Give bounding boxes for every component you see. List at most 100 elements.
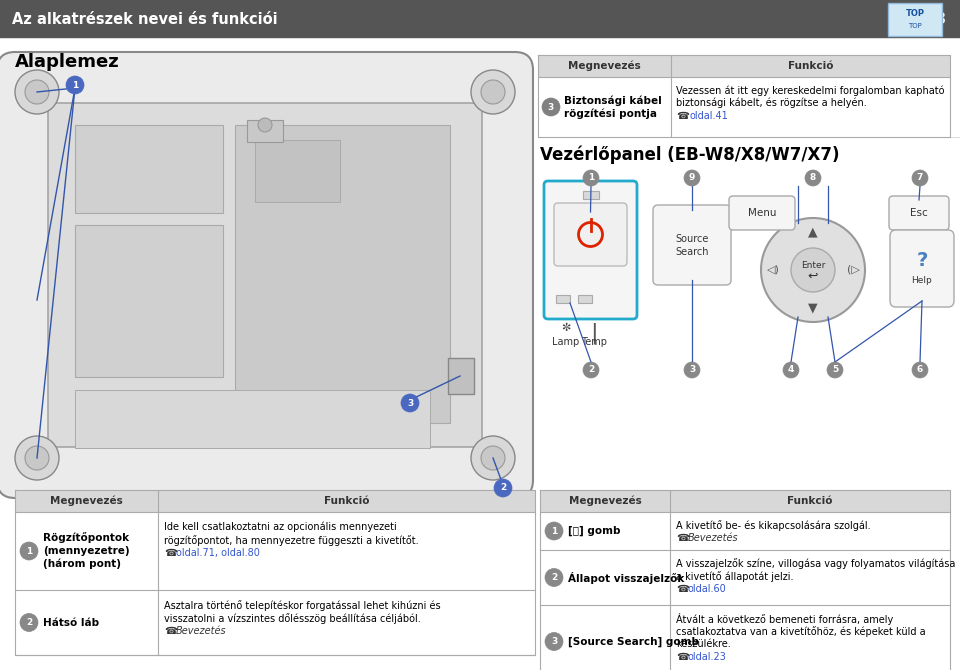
Text: Bevezetés: Bevezetés bbox=[688, 533, 738, 543]
Circle shape bbox=[545, 522, 563, 540]
Circle shape bbox=[15, 70, 59, 114]
Text: (▷: (▷ bbox=[847, 265, 859, 275]
Text: Temp: Temp bbox=[581, 337, 607, 347]
Circle shape bbox=[542, 98, 560, 116]
Text: ?: ? bbox=[916, 251, 927, 270]
Text: 1: 1 bbox=[26, 547, 32, 555]
Circle shape bbox=[401, 394, 419, 412]
Text: (három pont): (három pont) bbox=[43, 559, 121, 570]
Text: 3: 3 bbox=[407, 399, 413, 407]
FancyBboxPatch shape bbox=[556, 295, 570, 303]
Text: 9: 9 bbox=[689, 174, 695, 182]
Circle shape bbox=[25, 80, 49, 104]
Text: készülékre.: készülékre. bbox=[676, 639, 731, 649]
Text: Funkció: Funkció bbox=[788, 61, 833, 71]
Text: oldal.23: oldal.23 bbox=[688, 652, 727, 662]
Text: Source: Source bbox=[675, 234, 708, 244]
Text: [Source Search] gomb: [Source Search] gomb bbox=[568, 636, 699, 647]
Circle shape bbox=[783, 362, 799, 378]
Text: Biztonsági kábel: Biztonsági kábel bbox=[564, 96, 661, 107]
Circle shape bbox=[583, 170, 599, 186]
Text: Vezérlőpanel (EB-W8/X8/W7/X7): Vezérlőpanel (EB-W8/X8/W7/X7) bbox=[540, 145, 839, 163]
Text: 4: 4 bbox=[788, 366, 794, 375]
Text: 2: 2 bbox=[588, 366, 594, 375]
Text: rögzítőpontot, ha mennyezetre függeszti a kivetítőt.: rögzítőpontot, ha mennyezetre függeszti … bbox=[164, 535, 419, 546]
Circle shape bbox=[545, 632, 563, 651]
Circle shape bbox=[684, 170, 700, 186]
Text: TOP: TOP bbox=[905, 9, 924, 19]
Circle shape bbox=[258, 118, 272, 132]
Text: 6: 6 bbox=[917, 366, 924, 375]
Text: Enter: Enter bbox=[801, 261, 826, 269]
Text: ◁): ◁) bbox=[767, 265, 780, 275]
Circle shape bbox=[15, 436, 59, 480]
Text: biztonsági kábelt, és rögzítse a helyén.: biztonsági kábelt, és rögzítse a helyén. bbox=[676, 98, 867, 109]
Circle shape bbox=[66, 76, 84, 94]
Text: Megnevezés: Megnevezés bbox=[50, 496, 123, 507]
Text: Ide kell csatlakoztatni az opcionális mennyezeti: Ide kell csatlakoztatni az opcionális me… bbox=[164, 522, 396, 533]
Text: Search: Search bbox=[675, 247, 708, 257]
Circle shape bbox=[761, 218, 865, 322]
FancyBboxPatch shape bbox=[75, 125, 223, 213]
Text: [⏻] gomb: [⏻] gomb bbox=[568, 526, 620, 536]
Circle shape bbox=[25, 446, 49, 470]
Text: ↩: ↩ bbox=[807, 269, 818, 283]
FancyBboxPatch shape bbox=[729, 196, 795, 230]
FancyBboxPatch shape bbox=[653, 205, 731, 285]
Text: ☎: ☎ bbox=[676, 652, 689, 662]
Text: Bevezetés: Bevezetés bbox=[176, 626, 227, 636]
Text: ▼: ▼ bbox=[808, 302, 818, 314]
FancyBboxPatch shape bbox=[247, 120, 283, 142]
Text: oldal.71, oldal.80: oldal.71, oldal.80 bbox=[176, 548, 260, 558]
Text: 3: 3 bbox=[548, 103, 554, 111]
Text: visszatolni a vízszintes dőlésszög beállítása céljából.: visszatolni a vízszintes dőlésszög beáll… bbox=[164, 613, 420, 624]
Text: Megnevezés: Megnevezés bbox=[568, 61, 641, 71]
Text: ▲: ▲ bbox=[808, 226, 818, 239]
Circle shape bbox=[912, 170, 928, 186]
Text: 2: 2 bbox=[500, 484, 506, 492]
Circle shape bbox=[20, 542, 38, 560]
Text: 1: 1 bbox=[551, 527, 557, 535]
Text: Help: Help bbox=[912, 276, 932, 285]
FancyBboxPatch shape bbox=[544, 181, 637, 319]
Text: 1: 1 bbox=[72, 80, 78, 90]
Text: A visszajelzők színe, villogása vagy folyamatos világítása: A visszajelzők színe, villogása vagy fol… bbox=[676, 558, 955, 569]
FancyBboxPatch shape bbox=[578, 295, 592, 303]
Text: 2: 2 bbox=[551, 573, 557, 582]
FancyBboxPatch shape bbox=[75, 225, 223, 377]
Text: Rögzítőpontok: Rögzítőpontok bbox=[43, 533, 130, 543]
FancyBboxPatch shape bbox=[255, 140, 340, 202]
Text: Funkció: Funkció bbox=[324, 496, 370, 506]
FancyBboxPatch shape bbox=[538, 55, 950, 77]
Text: Megnevezés: Megnevezés bbox=[568, 496, 641, 507]
Text: Az alkatrészek nevei és funkciói: Az alkatrészek nevei és funkciói bbox=[12, 11, 277, 27]
Text: ☎: ☎ bbox=[676, 111, 689, 121]
FancyBboxPatch shape bbox=[0, 0, 960, 38]
Circle shape bbox=[20, 614, 38, 632]
Text: Lamp: Lamp bbox=[552, 337, 580, 347]
Text: oldal.41: oldal.41 bbox=[689, 111, 728, 121]
Text: ✼: ✼ bbox=[562, 323, 570, 333]
Text: A kivetítő be- és kikapcsolására szolgál.: A kivetítő be- és kikapcsolására szolgál… bbox=[676, 520, 871, 531]
Text: Asztalra történő telepítéskor forgatással lehet kihúzni és: Asztalra történő telepítéskor forgatássa… bbox=[164, 600, 441, 611]
FancyBboxPatch shape bbox=[15, 490, 535, 512]
Circle shape bbox=[583, 362, 599, 378]
FancyBboxPatch shape bbox=[890, 230, 954, 307]
FancyBboxPatch shape bbox=[235, 125, 450, 423]
Text: Funkció: Funkció bbox=[787, 496, 832, 506]
Text: ☎: ☎ bbox=[676, 584, 689, 594]
Circle shape bbox=[912, 362, 928, 378]
Text: Alaplemez: Alaplemez bbox=[15, 53, 120, 71]
Text: 2: 2 bbox=[26, 618, 32, 627]
Text: TOP: TOP bbox=[908, 23, 922, 29]
FancyBboxPatch shape bbox=[888, 3, 942, 36]
Circle shape bbox=[481, 80, 505, 104]
Circle shape bbox=[545, 569, 563, 586]
Text: Hátsó láb: Hátsó láb bbox=[43, 618, 99, 628]
Circle shape bbox=[471, 436, 515, 480]
Text: 3: 3 bbox=[551, 637, 557, 646]
Circle shape bbox=[481, 446, 505, 470]
FancyBboxPatch shape bbox=[889, 196, 949, 230]
Text: Esc: Esc bbox=[910, 208, 928, 218]
FancyBboxPatch shape bbox=[583, 191, 599, 199]
